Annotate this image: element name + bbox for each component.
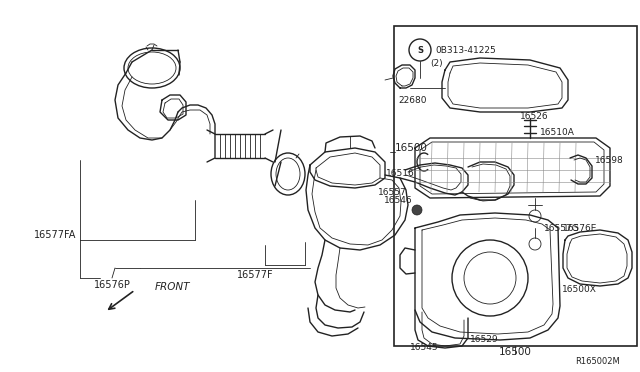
Text: 0B313-41225: 0B313-41225	[435, 45, 496, 55]
Text: 16516: 16516	[387, 169, 415, 177]
Text: 16545: 16545	[410, 343, 438, 353]
Circle shape	[412, 205, 422, 215]
Text: (2): (2)	[430, 58, 443, 67]
Text: 16576P: 16576P	[93, 280, 131, 290]
Text: 16546: 16546	[385, 196, 413, 205]
Text: 16500: 16500	[499, 347, 531, 357]
Text: 16529: 16529	[470, 336, 499, 344]
Text: 16598: 16598	[595, 155, 624, 164]
Bar	[394, 26, 637, 346]
Text: 16500X: 16500X	[562, 285, 597, 295]
Text: 16500: 16500	[395, 143, 428, 153]
Text: S: S	[417, 45, 423, 55]
Text: 22680: 22680	[398, 96, 426, 105]
Text: R165002M: R165002M	[575, 357, 620, 366]
Text: 16577FA: 16577FA	[34, 230, 76, 240]
Text: 16526: 16526	[520, 112, 548, 121]
Text: 16577F: 16577F	[237, 270, 273, 280]
Text: 16557G: 16557G	[544, 224, 580, 232]
Text: 16576E: 16576E	[563, 224, 597, 232]
Text: FRONT: FRONT	[155, 282, 191, 292]
Text: 16510A: 16510A	[540, 128, 575, 137]
Text: 16557: 16557	[378, 187, 407, 196]
